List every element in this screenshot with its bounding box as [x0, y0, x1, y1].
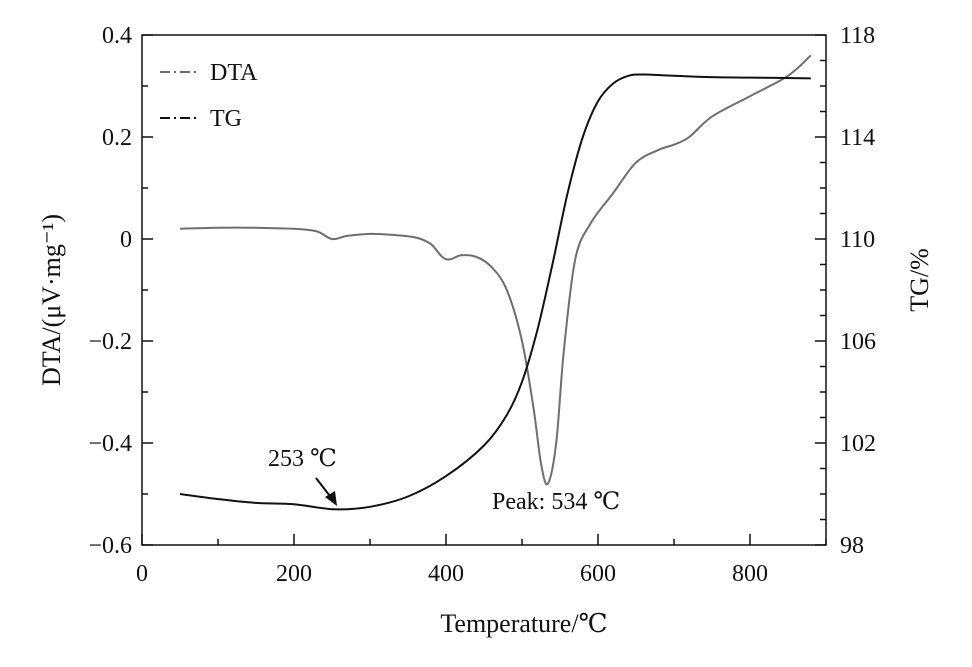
annotation-tg-min: 253 ℃	[268, 446, 337, 506]
x-tick-label: 200	[276, 561, 312, 587]
annotation-tg-min-label: 253 ℃	[268, 446, 337, 472]
x-tick-label: 400	[428, 561, 464, 587]
series-line-tg	[179, 73, 811, 511]
x-tick-label: 0	[136, 561, 148, 587]
x-tick-label: 800	[732, 561, 768, 587]
legend-label-tg: TG	[210, 106, 242, 132]
y-left-tick-label: −0.6	[88, 533, 132, 559]
y-right-tick-label: 106	[840, 329, 876, 355]
x-tick-label: 600	[580, 561, 616, 587]
x-axis-ticks: 0 200 400 600 800	[136, 534, 827, 587]
annotation-arrow-head	[325, 491, 337, 506]
x-axis-label: Temperature/℃	[440, 609, 607, 638]
plot-frame	[141, 34, 827, 546]
annotation-peak-label: Peak: 534 ℃	[492, 489, 620, 515]
legend-label-dta: DTA	[210, 60, 258, 86]
y-right-tick-label: 114	[840, 125, 875, 151]
series-layer	[179, 54, 812, 511]
y-left-tick-label: 0.2	[102, 125, 132, 151]
y-left-tick-label: −0.2	[88, 329, 132, 355]
y-right-axis-label: TG/%	[905, 248, 934, 312]
legend: DTA TG	[160, 60, 258, 132]
y-right-tick-label: 102	[840, 431, 876, 457]
y-right-tick-label: 110	[840, 227, 875, 253]
y-left-axis-label: DTA/(μV·mg⁻¹)	[37, 214, 66, 386]
y-right-tick-label: 118	[840, 23, 875, 49]
y-left-tick-label: −0.4	[88, 431, 132, 457]
y-left-axis-ticks: 0.4 0.2 0 −0.2 −0.4 −0.6	[88, 23, 153, 559]
series-line-dta	[179, 54, 812, 486]
y-right-tick-label: 98	[840, 533, 864, 559]
y-left-tick-label: 0	[120, 227, 132, 253]
y-left-tick-label: 0.4	[102, 23, 132, 49]
y-right-axis-ticks: 118 114 110 106 102 98	[815, 23, 876, 559]
